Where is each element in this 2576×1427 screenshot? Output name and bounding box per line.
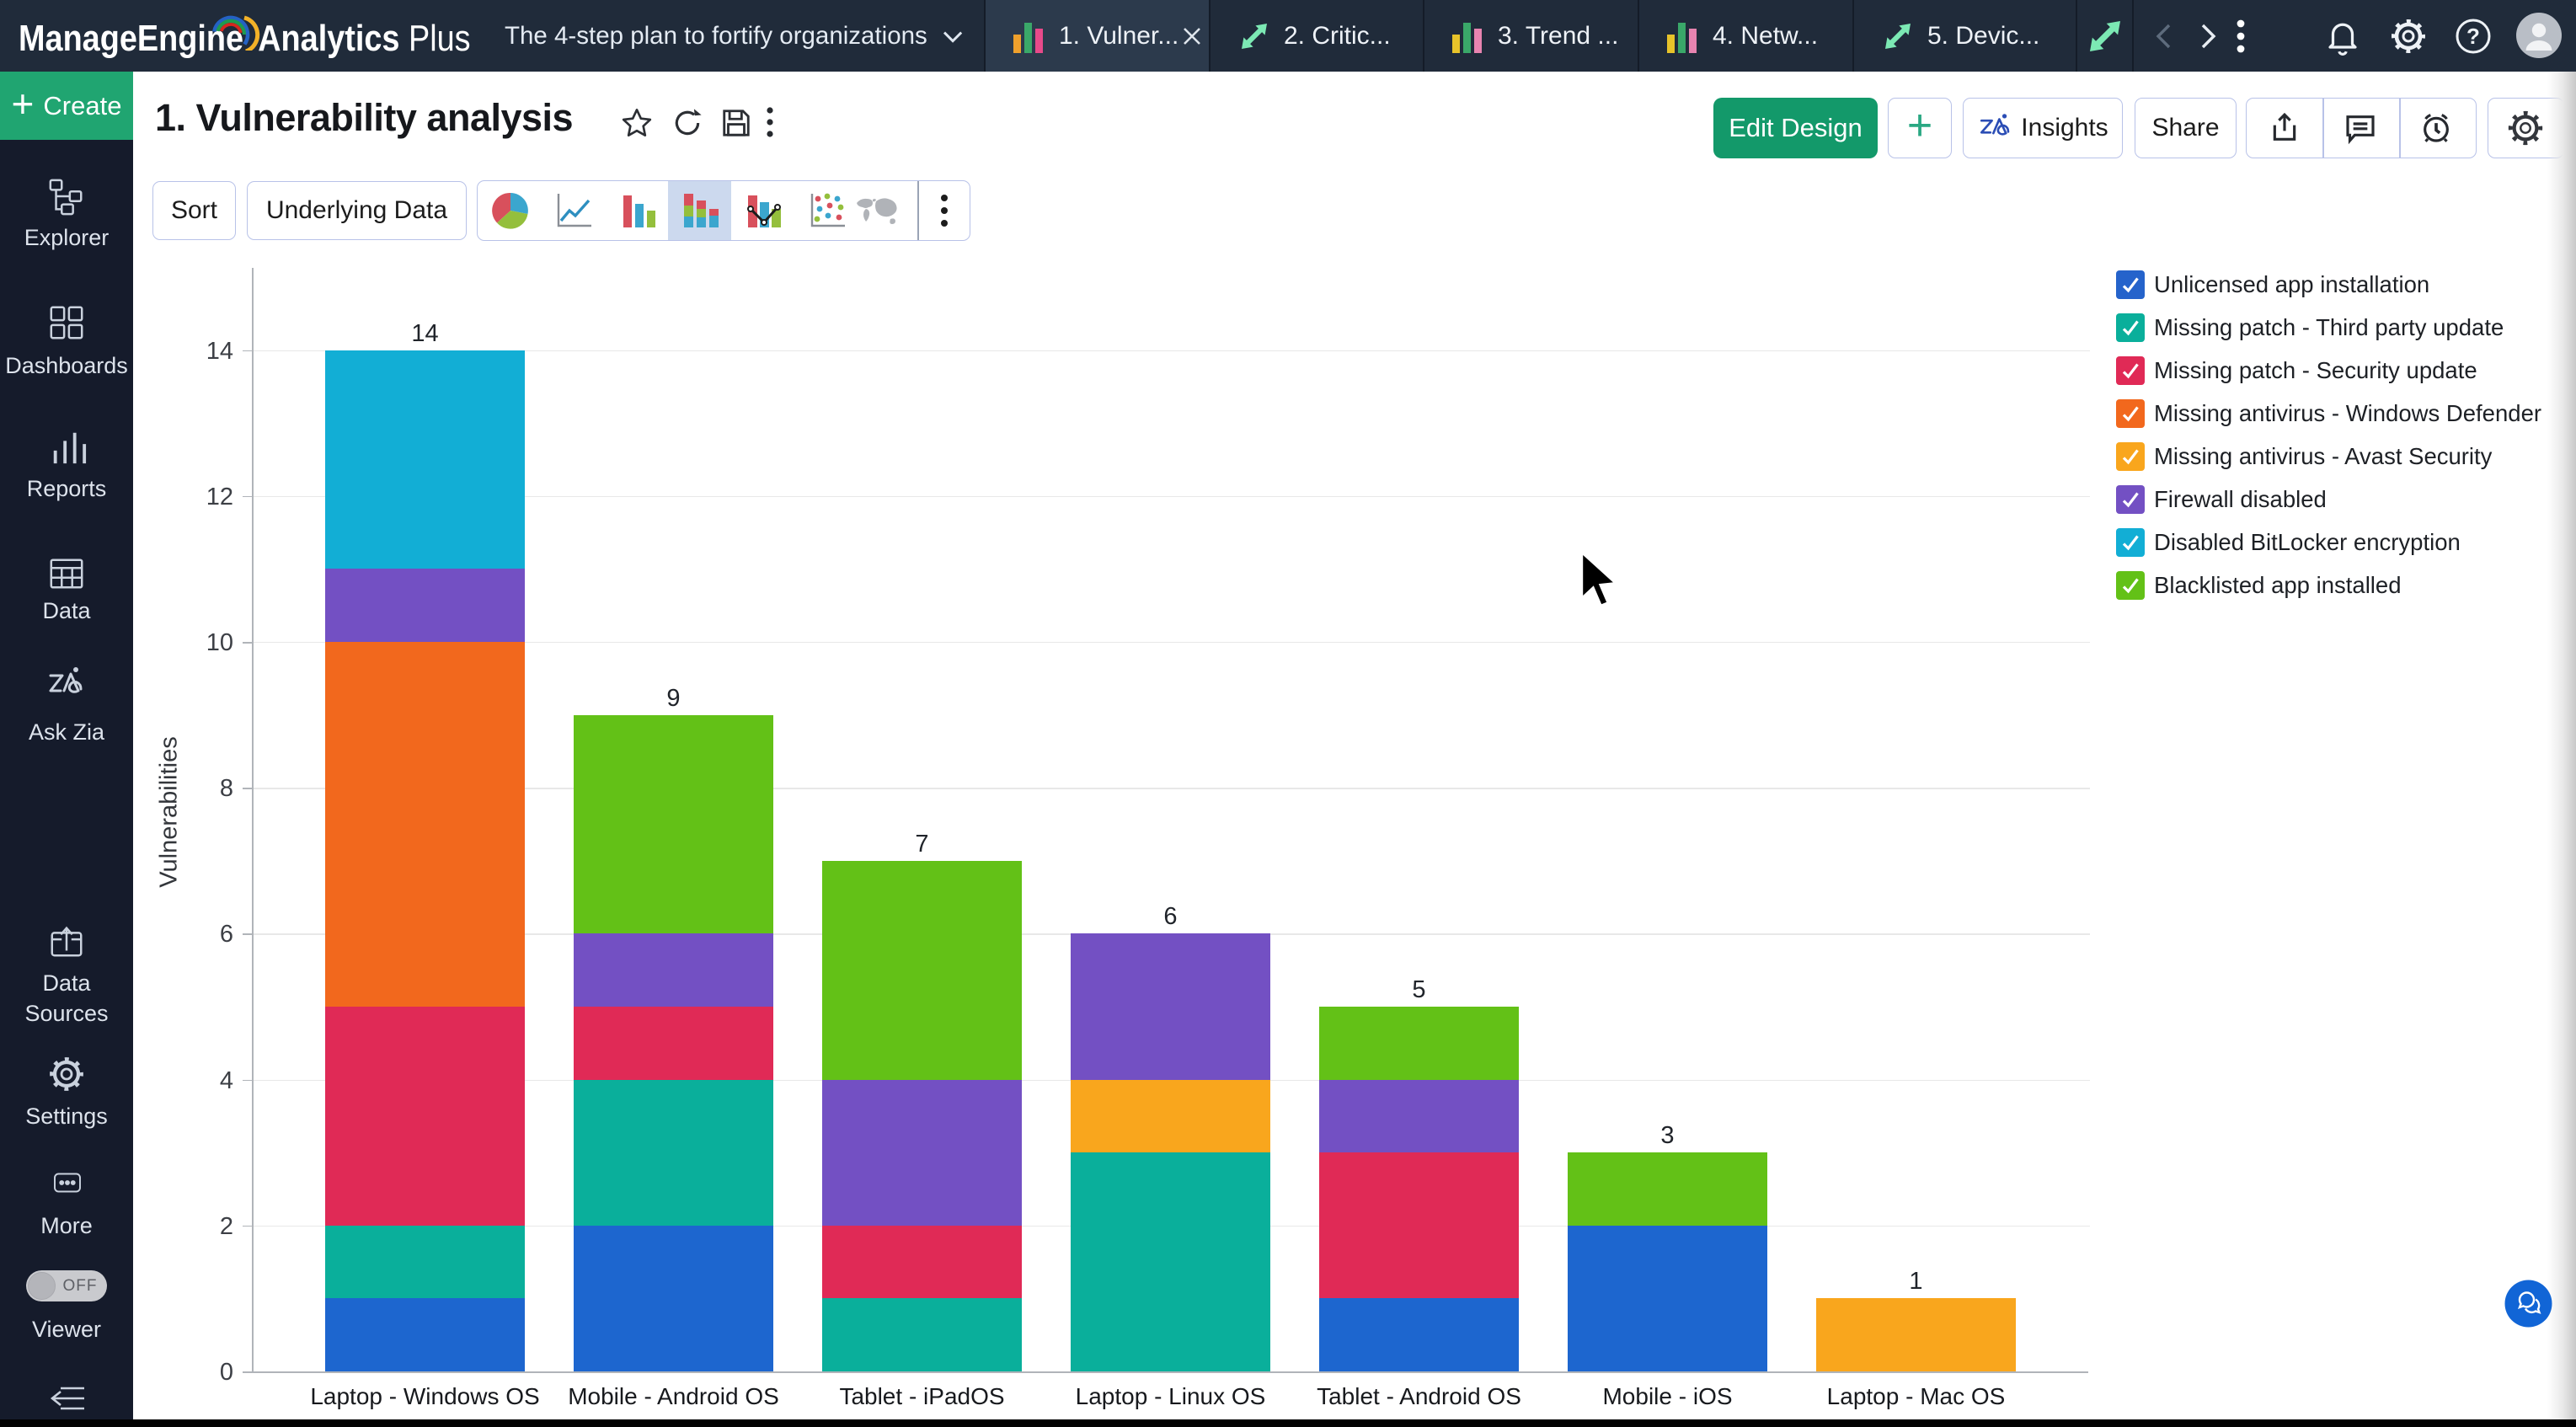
- svg-text:?: ?: [2466, 24, 2480, 49]
